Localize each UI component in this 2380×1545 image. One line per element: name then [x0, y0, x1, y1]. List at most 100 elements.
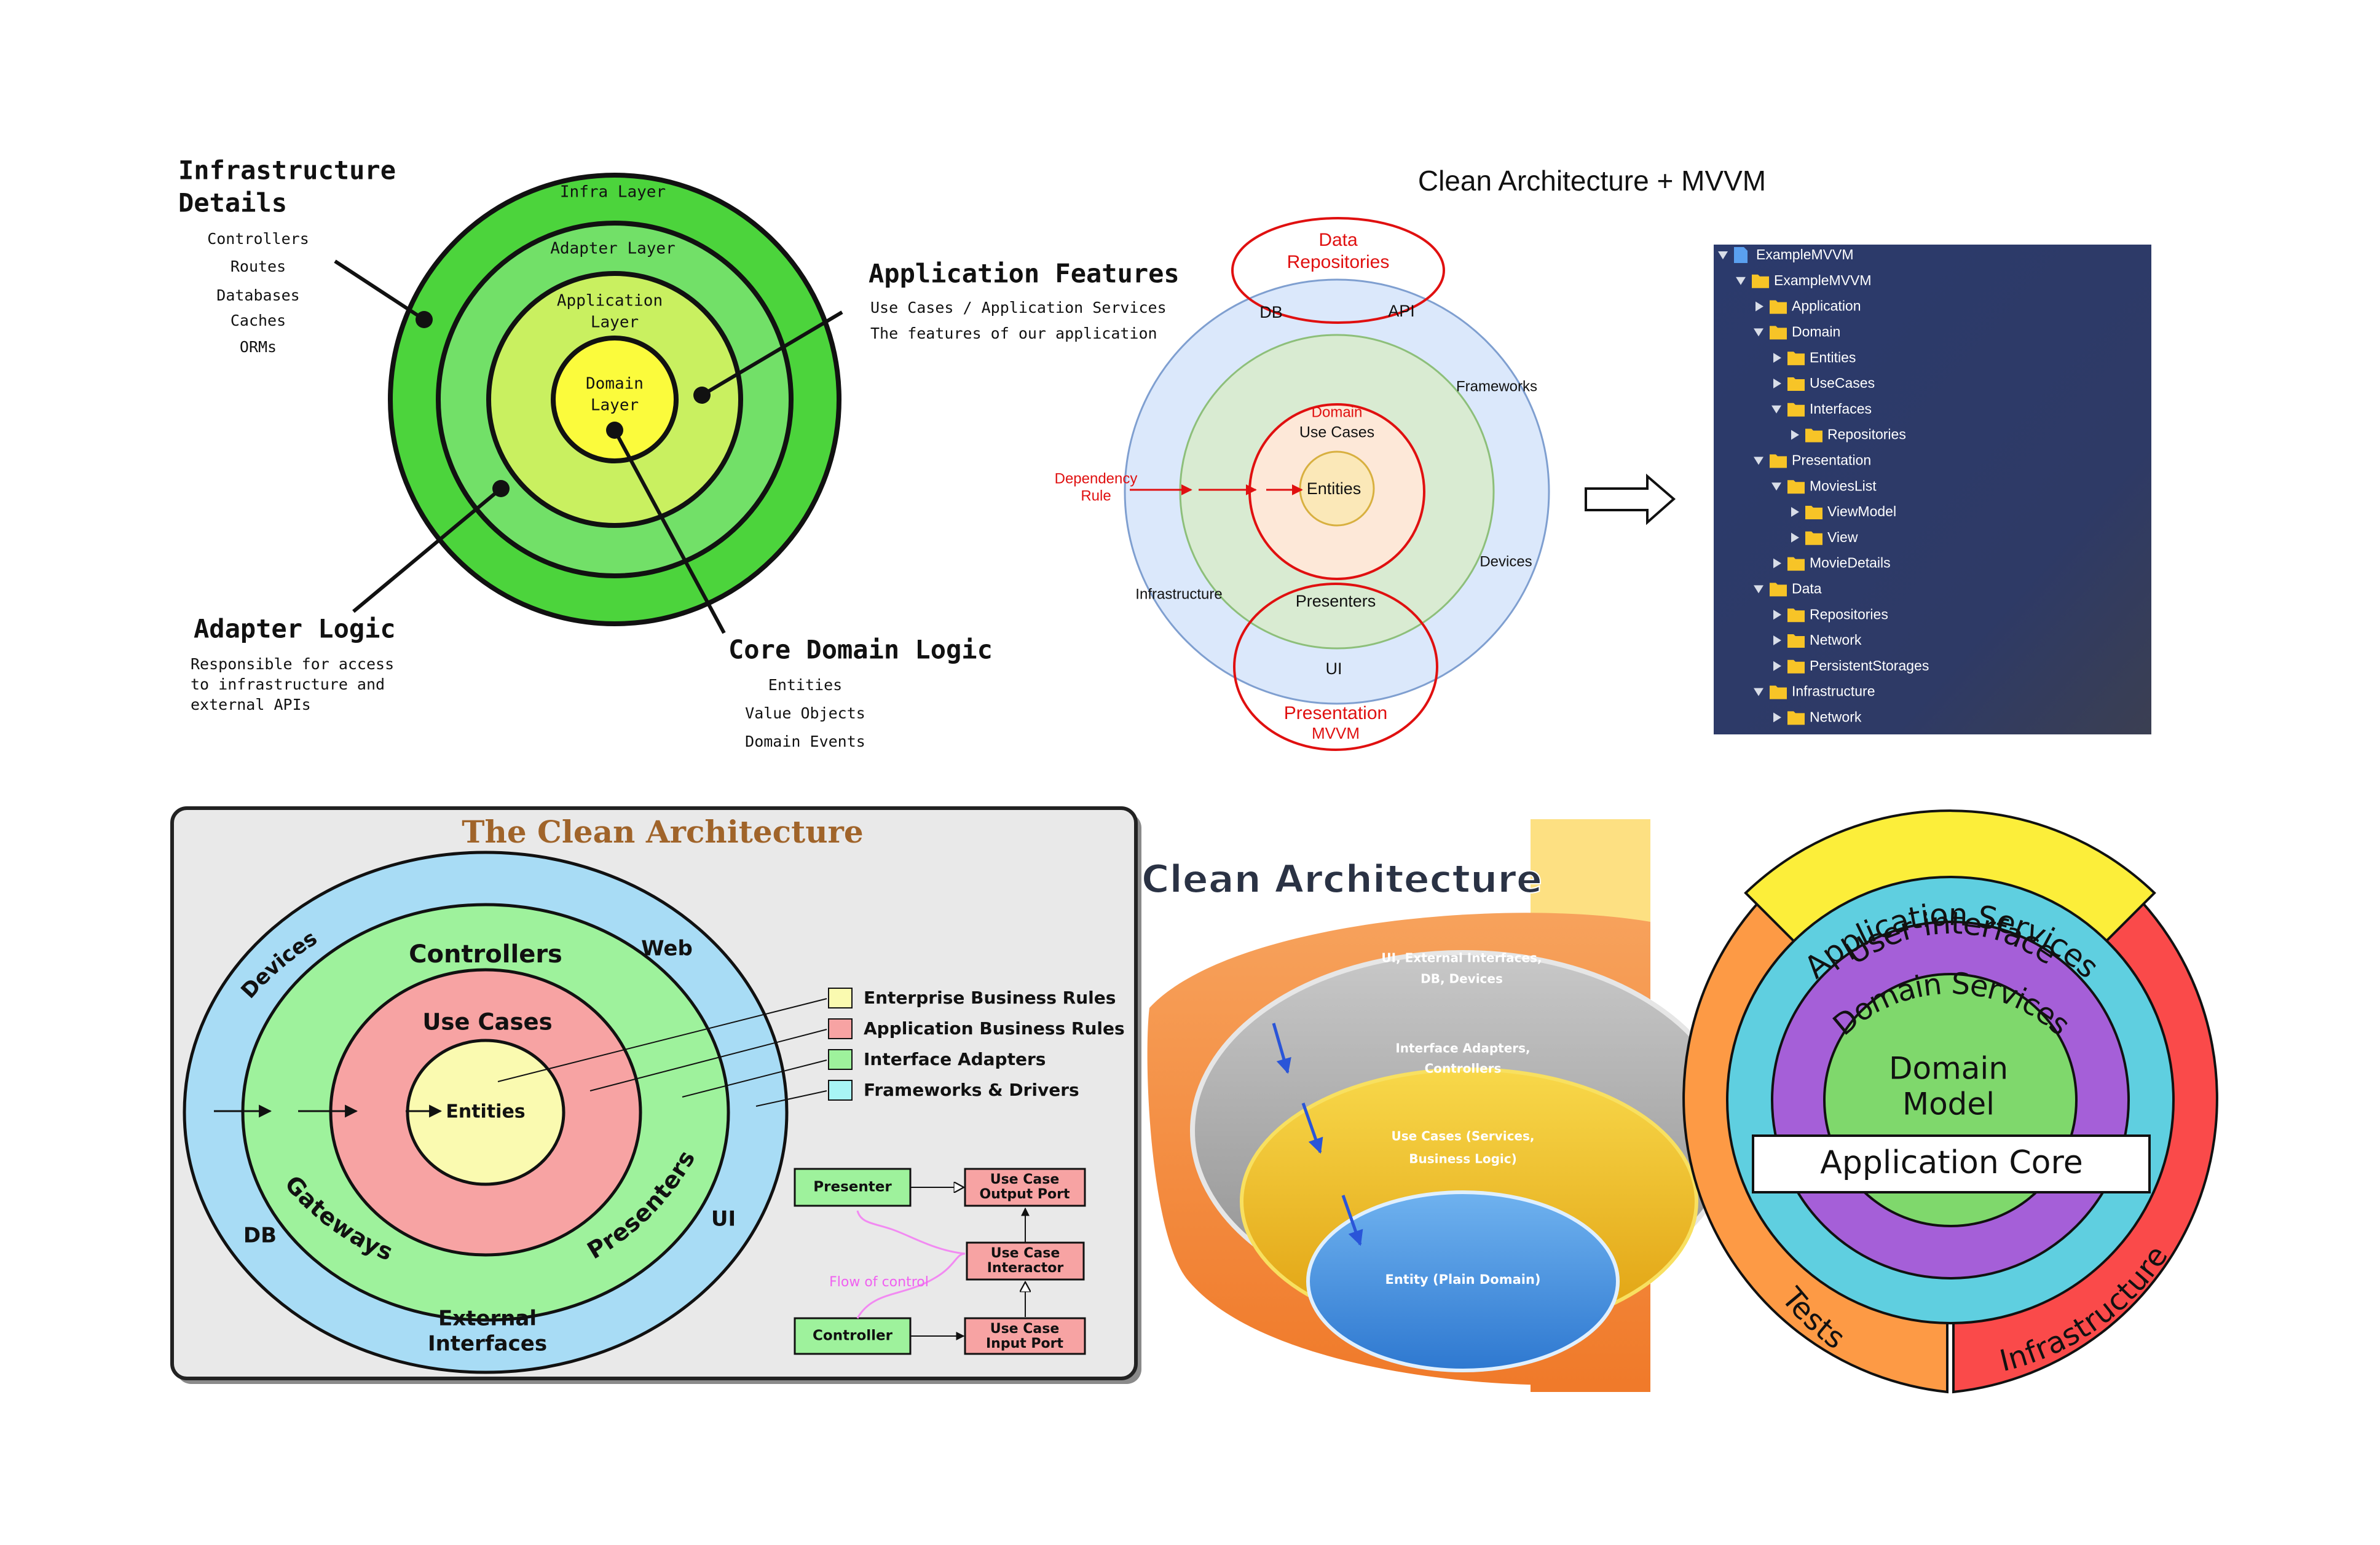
tree-item[interactable]: Interfaces [1771, 401, 1872, 417]
disclosure-open-icon[interactable] [1771, 482, 1781, 491]
tree-item-label: MoviesList [1810, 478, 1877, 493]
output-port-label-2: Output Port [979, 1187, 1070, 1202]
disclosure-closed-icon[interactable] [1773, 558, 1781, 568]
legend-swatch [828, 988, 853, 1008]
disclosure-closed-icon[interactable] [1791, 532, 1799, 543]
application-core-label: Application Core [1820, 1144, 2082, 1181]
folder-icon [1787, 352, 1805, 366]
api-label: API [1388, 302, 1415, 320]
tree-item[interactable]: Domain [1754, 323, 1840, 339]
tree-item[interactable]: ExampleMVVM [1736, 272, 1871, 288]
folder-icon [1770, 454, 1787, 468]
ui-label: UI [1326, 659, 1342, 678]
layer3-label-2: Business Logic) [1409, 1152, 1516, 1166]
disclosure-closed-icon[interactable] [1755, 301, 1763, 312]
inward-arrow-2 [1301, 1103, 1323, 1154]
presentation-label-2: MVVM [1312, 724, 1360, 742]
core-domain-item: Domain Events [745, 733, 865, 750]
core-domain-item: Entities [768, 676, 842, 694]
disclosure-closed-icon[interactable] [1791, 430, 1799, 440]
controller-label: Controller [813, 1328, 893, 1344]
tree-item-label: Repositories [1827, 427, 1906, 442]
controllers-label: Controllers [409, 940, 562, 969]
tree-item-label: Data [1792, 580, 1822, 596]
legend-swatch [828, 1080, 853, 1101]
controller-box [794, 1317, 912, 1355]
tree-item[interactable]: Repositories [1791, 427, 1906, 442]
folder-icon [1787, 480, 1805, 494]
data-repos-label-2: Repositories [1287, 252, 1390, 272]
flow-of-control-label: Flow of control [829, 1275, 929, 1290]
tree-item[interactable]: MoviesList [1771, 478, 1877, 493]
maps-to-arrow-icon [1585, 473, 1676, 525]
tree-item[interactable]: View [1791, 529, 1858, 545]
dependency-rule-label-2: Rule [1081, 487, 1111, 504]
layer4-label: Entity (Plain Domain) [1385, 1272, 1540, 1287]
tree-item-label: Presentation [1792, 452, 1871, 468]
disclosure-closed-icon[interactable] [1773, 712, 1781, 723]
dependency-rule-label-1: Dependency [1055, 470, 1138, 487]
inward-arrow-3 [1341, 1195, 1363, 1246]
tree-item-label: Interfaces [1810, 401, 1872, 417]
disclosure-closed-icon[interactable] [1791, 507, 1799, 517]
infra-pointer-dot [416, 311, 433, 328]
domain-model-label-1: Domain [1889, 1051, 2008, 1087]
tree-item-label: View [1827, 529, 1858, 545]
core-domain-item: Value Objects [745, 704, 865, 722]
presentation-label-1: Presentation [1284, 703, 1387, 723]
infra-item: Caches [231, 312, 286, 329]
tree-item-label: Infrastructure [1792, 683, 1875, 699]
folder-icon [1805, 428, 1822, 442]
disclosure-open-icon[interactable] [1754, 585, 1763, 594]
disclosure-open-icon[interactable] [1736, 277, 1746, 285]
ui-label: UI [711, 1207, 736, 1232]
bowl-title: Clean Architecture [1141, 857, 1542, 902]
tree-item[interactable]: Application [1755, 298, 1861, 314]
infra-item: Routes [231, 258, 286, 275]
disclosure-closed-icon[interactable] [1773, 353, 1781, 363]
entity-layer [1306, 1190, 1620, 1372]
disclosure-open-icon[interactable] [1754, 328, 1763, 337]
infra-item: Controllers [207, 230, 309, 248]
disclosure-closed-icon[interactable] [1773, 635, 1781, 645]
tree-item[interactable]: PersistentStorages [1773, 658, 1929, 674]
disclosure-open-icon[interactable] [1771, 405, 1781, 414]
tree-item[interactable]: Data [1754, 580, 1822, 596]
folder-icon [1770, 326, 1787, 340]
interactor-label-2: Interactor [987, 1260, 1064, 1276]
application-layer-label-2: Layer [591, 313, 639, 332]
use-cases-label: Use Cases [1299, 424, 1374, 441]
tree-item[interactable]: Infrastructure [1754, 683, 1875, 699]
adapter-logic-item: Responsible for access [191, 655, 394, 673]
disclosure-closed-icon[interactable] [1773, 379, 1781, 388]
folder-icon [1770, 583, 1787, 597]
folder-icon [1787, 634, 1805, 648]
tree-item[interactable]: ExampleMVVM [1718, 246, 1853, 263]
tree-item-label: MovieDetails [1810, 555, 1891, 571]
tree-item[interactable]: ViewModel [1791, 503, 1896, 519]
disclosure-closed-icon[interactable] [1773, 610, 1781, 620]
infra-item: ORMs [240, 338, 277, 356]
tree-item[interactable]: Entities [1773, 349, 1856, 365]
folder-icon [1805, 506, 1822, 519]
disclosure-open-icon[interactable] [1718, 251, 1728, 259]
presenters-label: Presenters [1296, 592, 1376, 610]
clean-arch-title: The Clean Architecture [462, 814, 863, 850]
tree-item[interactable]: Network [1773, 632, 1862, 648]
legend-label: Application Business Rules [864, 1018, 1125, 1039]
folder-icon [1787, 557, 1805, 571]
disclosure-open-icon[interactable] [1754, 457, 1763, 465]
domain-layer-label-2: Layer [591, 396, 639, 415]
tree-item[interactable]: MovieDetails [1773, 555, 1891, 571]
tree-item[interactable]: Repositories [1773, 606, 1888, 622]
disclosure-closed-icon[interactable] [1773, 661, 1781, 671]
panel-onion-core: Application Core Domain Model User inter… [1682, 809, 2218, 1394]
legend-swatch [828, 1018, 853, 1039]
tree-item[interactable]: UseCases [1773, 375, 1875, 391]
tree-item[interactable]: Presentation [1754, 452, 1871, 468]
folder-icon [1787, 377, 1805, 391]
tree-item[interactable]: Network [1773, 709, 1862, 725]
disclosure-open-icon[interactable] [1754, 688, 1763, 696]
infra-items: Controllers Routes Databases Caches ORMs [207, 230, 309, 356]
